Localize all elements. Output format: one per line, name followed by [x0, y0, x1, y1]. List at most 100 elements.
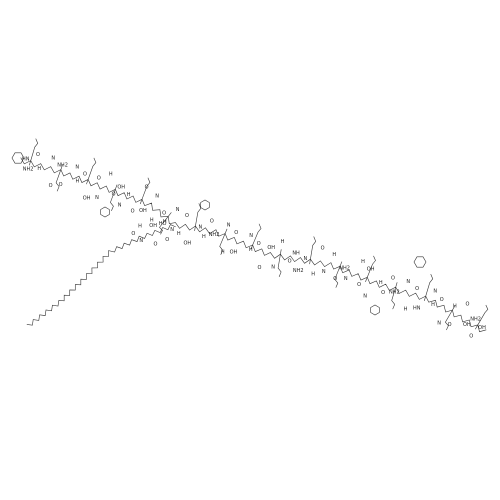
atom-label: O — [83, 172, 87, 178]
atom-label: N — [249, 233, 253, 239]
atom-label: H — [221, 250, 225, 256]
carbonyl — [115, 184, 118, 190]
side-chain — [87, 157, 97, 180]
ring — [200, 199, 210, 211]
atom-label: H — [127, 192, 131, 198]
atom-label: H — [431, 302, 435, 308]
atom-label: N — [139, 238, 143, 244]
atom-label: N — [433, 288, 437, 294]
atom-label: N — [176, 207, 180, 213]
carbonyl — [194, 225, 196, 232]
atom-label: O — [357, 282, 361, 288]
ring — [413, 256, 427, 268]
atom-label: O — [321, 246, 325, 252]
atom-label: O — [185, 213, 189, 219]
atom-label: NH2 — [339, 266, 350, 272]
ring — [370, 304, 380, 316]
atom-label: NH2 — [57, 162, 68, 168]
atom-label: O — [59, 182, 63, 188]
atom-label: NH2 — [209, 232, 220, 238]
atom-label: O — [448, 322, 452, 328]
atom-label: O — [210, 218, 214, 224]
atom-label: NH — [292, 250, 300, 256]
atom-label: O — [288, 258, 292, 264]
atom-label: O — [391, 275, 395, 281]
atom-label: OH — [230, 250, 238, 256]
carbonyl — [139, 199, 143, 205]
lipid-chain — [26, 224, 176, 326]
atom-label: H — [404, 306, 408, 312]
atom-label: H — [163, 219, 167, 225]
atom-label: N — [304, 256, 308, 262]
carbonyl — [250, 244, 253, 250]
atom-label: O — [145, 185, 149, 191]
atom-label: O — [36, 152, 40, 158]
atom-label: N — [227, 223, 231, 229]
atom-label: O — [162, 211, 166, 217]
atom-label: N — [271, 265, 275, 271]
atom-label: H — [202, 234, 206, 240]
carbonyl — [309, 259, 311, 265]
atom-label: OH — [463, 322, 471, 328]
carbonyl — [224, 228, 228, 234]
atom-label: O — [381, 290, 385, 296]
side-chain — [277, 254, 282, 278]
atom-label: O — [97, 176, 101, 182]
atom-label: O — [112, 192, 116, 198]
atom-label: H — [109, 171, 113, 177]
atom-label: O — [234, 230, 238, 236]
atom-label: OH — [117, 185, 125, 191]
atom-label: H — [37, 166, 41, 172]
atom-label: N — [51, 155, 55, 161]
side-chain — [30, 138, 39, 161]
side-chain — [391, 287, 397, 310]
atom-labels: HNNH2OHNONH2ONHOOHONHOOHNHOOOHNHOHONHOOH… — [22, 152, 486, 340]
atom-label: HO — [159, 221, 167, 227]
atom-label: N — [344, 276, 348, 282]
atom-label: N — [199, 224, 203, 230]
atom-label: N — [118, 202, 122, 208]
atom-label: O — [131, 231, 135, 237]
atom-label: NH2 — [293, 268, 304, 274]
atom-label: N — [406, 279, 410, 285]
atom-label: O — [49, 183, 53, 189]
atom-label: NH2 — [470, 316, 481, 322]
atom-label: OH — [267, 245, 275, 251]
atom-label: OH — [149, 223, 157, 229]
atom-label: H — [332, 252, 336, 258]
atom-label: H — [75, 178, 79, 184]
atom-label: NH2 — [23, 167, 34, 173]
atom-label: H — [150, 217, 154, 223]
side-chain — [55, 169, 62, 192]
atom-label: O — [257, 265, 261, 271]
ring — [11, 152, 25, 164]
atom-label: O — [333, 276, 337, 282]
atom-label: O — [131, 208, 135, 214]
atom-label: O — [165, 237, 169, 243]
side-chain — [425, 273, 434, 297]
atom-label: H — [177, 231, 181, 237]
atom-label: N — [75, 165, 79, 171]
atom-label: OH — [139, 208, 147, 214]
atom-label: N — [155, 194, 159, 200]
atom-label: O — [415, 286, 419, 292]
atom-label: NH2 — [389, 289, 400, 295]
atom-label: OH — [478, 325, 486, 331]
atom-label: N — [322, 269, 326, 275]
carbonyl — [365, 277, 368, 282]
side-chain — [219, 233, 226, 255]
atom-label: H — [361, 259, 365, 265]
side-chain — [252, 223, 262, 246]
carbonyl — [167, 212, 172, 217]
atom-label: HN — [22, 157, 30, 163]
carbonyl — [60, 164, 63, 170]
atom-label: OH — [183, 240, 191, 246]
atom-label: H — [453, 303, 457, 309]
side-chain — [141, 177, 151, 200]
side-chain — [110, 189, 116, 211]
side-chain — [445, 309, 453, 331]
atom-label: O — [440, 297, 444, 303]
carbonyl — [423, 296, 427, 301]
